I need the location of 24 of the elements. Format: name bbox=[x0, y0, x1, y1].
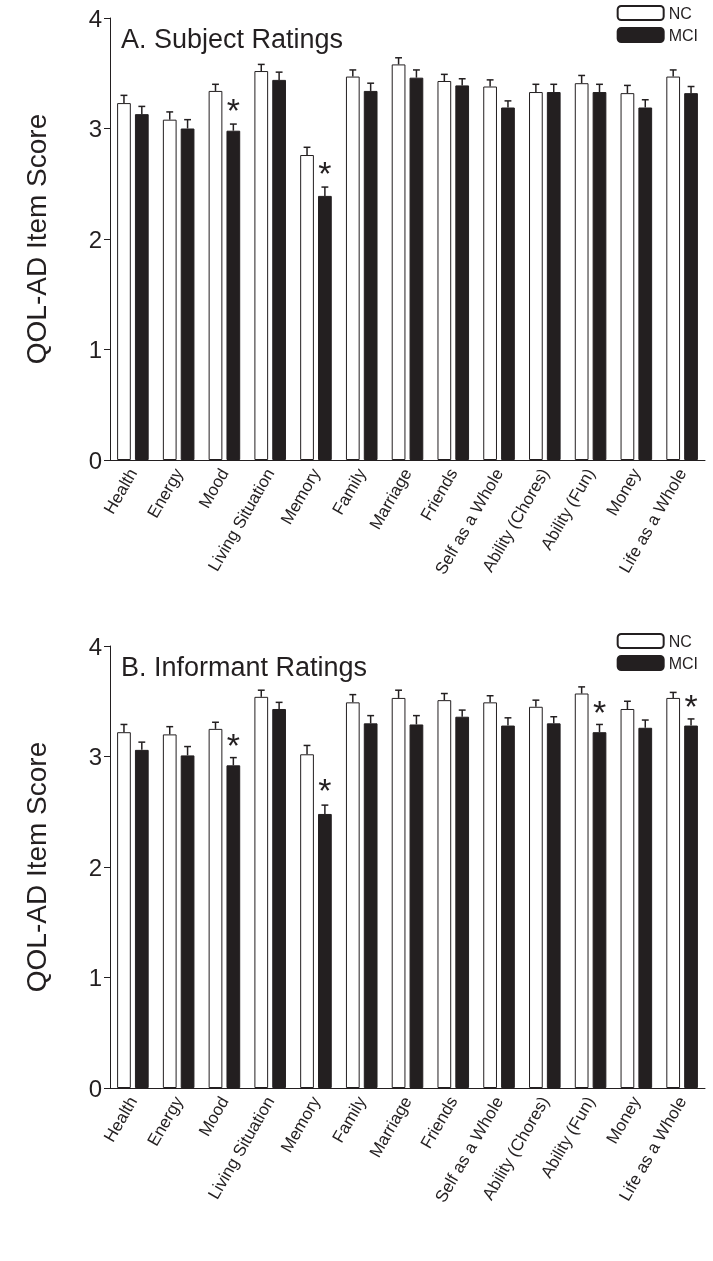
y-tick-label: 1 bbox=[88, 964, 102, 991]
y-tick-label: 3 bbox=[88, 743, 102, 770]
annotation: * bbox=[226, 726, 240, 765]
y-tick-label: 3 bbox=[88, 115, 102, 142]
chart-title: A. Subject Ratings bbox=[121, 23, 344, 54]
y-axis-title: QOL-AD Item Score bbox=[20, 741, 52, 993]
annotation: * bbox=[318, 153, 332, 192]
y-tick-label: 0 bbox=[88, 446, 102, 474]
legend-label: MCI bbox=[668, 26, 698, 44]
y-tick-label: 4 bbox=[88, 632, 102, 660]
legend-label: NC bbox=[668, 4, 692, 22]
y-tick-label: 2 bbox=[88, 853, 102, 881]
annotation: * bbox=[592, 693, 607, 732]
y-axis-title: QOL-AD Item Score bbox=[20, 113, 52, 365]
legend-label: NC bbox=[668, 632, 692, 650]
y-tick-label: 2 bbox=[88, 225, 102, 253]
y-tick-label: 4 bbox=[88, 4, 102, 32]
legend-label: MCI bbox=[668, 654, 698, 672]
annotation: * bbox=[226, 90, 240, 129]
y-tick-label: 0 bbox=[88, 1074, 102, 1102]
chart-title: B. Informant Ratings bbox=[121, 651, 368, 682]
annotation: * bbox=[318, 770, 332, 809]
annotation: * bbox=[684, 686, 698, 725]
y-tick-label: 1 bbox=[88, 336, 102, 363]
